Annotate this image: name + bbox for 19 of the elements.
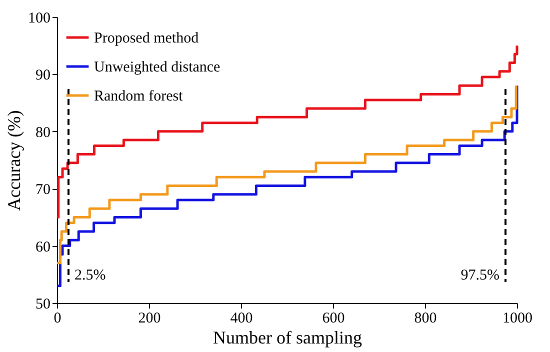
x-axis-title: Number of sampling (213, 328, 362, 348)
legend-label: Proposed method (94, 30, 200, 46)
x-tick-label: 400 (230, 310, 253, 326)
x-tick-label: 600 (322, 310, 345, 326)
x-tick-label: 1000 (502, 310, 532, 326)
y-axis-title: Accuracy (%) (4, 110, 24, 211)
y-tick-label: 90 (36, 68, 50, 84)
x-tick-label: 800 (414, 310, 437, 326)
annotation: 97.5% (460, 267, 500, 284)
y-tick-label: 70 (36, 182, 50, 198)
legend-label: Unweighted distance (94, 60, 221, 76)
y-tick-label: 80 (36, 124, 50, 141)
legend-label: Random forest (94, 88, 184, 104)
x-tick-label: 200 (138, 310, 161, 326)
y-tick-label: 60 (36, 239, 50, 256)
y-tick-label: 100 (28, 10, 50, 26)
x-tick-label: 0 (54, 310, 62, 326)
annotation: 2.5% (74, 267, 106, 284)
y-tick-label: 50 (36, 296, 50, 312)
